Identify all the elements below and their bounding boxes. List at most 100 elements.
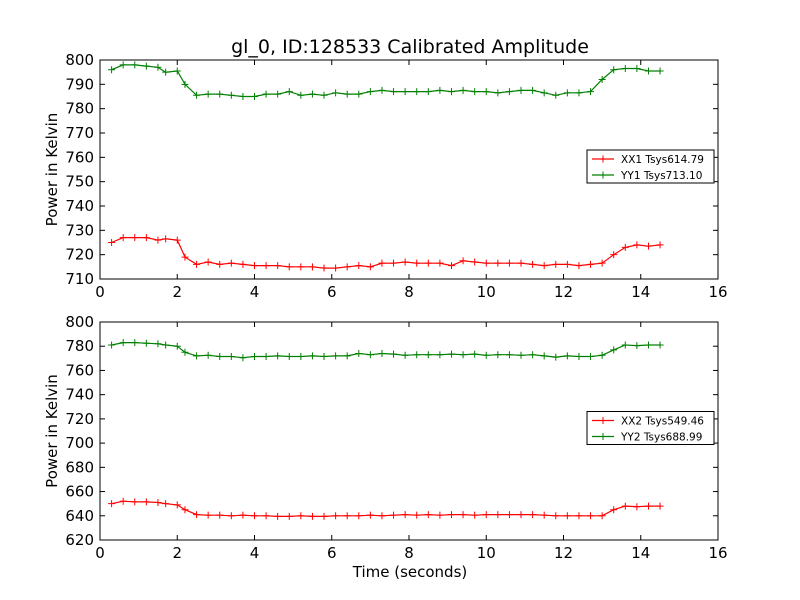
plot1-series-2-point	[413, 88, 421, 96]
plot1-series-1-point	[204, 258, 212, 266]
plot1-legend-label-1: XX1 Tsys614.79	[621, 154, 704, 166]
plot2-series-1-point	[320, 512, 328, 520]
plot2-ytick-label: 680	[65, 458, 94, 476]
plot1-series-1-point	[424, 259, 432, 267]
plot2-y-axis-label: Power in Kelvin	[43, 374, 61, 488]
plot1-series-1-point	[142, 234, 150, 242]
plot1-series-1-point	[378, 259, 386, 267]
plot1-series-1-point	[332, 264, 340, 272]
plot1-series-1-point	[154, 236, 162, 244]
plot2-series-2-point	[366, 351, 374, 359]
plot1-series-1-point	[587, 260, 595, 268]
plot1-xtick-label: 14	[631, 283, 650, 301]
plot1-series-1-point	[216, 260, 224, 268]
plot1-series-1-point	[401, 258, 409, 266]
plot1-series-2-point	[173, 67, 181, 75]
plot1-series-1-point	[193, 260, 201, 268]
plot1-series-2-point	[575, 89, 583, 97]
plot1-ytick-label: 780	[65, 100, 94, 118]
plot2-series-1-point	[332, 512, 340, 520]
plot2: 0 2 4 6 8 10 12 14 16 620 640 660 680 700 720 740 760 780…	[43, 313, 728, 562]
plot2-ytick-label: 620	[65, 531, 94, 549]
plot1-series-1-point	[413, 259, 421, 267]
plot1-series-2-point	[471, 88, 479, 96]
plot2-series-2-point	[413, 351, 421, 359]
plot1-series-1-point	[633, 241, 641, 249]
plot2-legend-label-2: YY2 Tsys688.99	[620, 432, 702, 444]
plot2-legend-label-1: XX2 Tsys549.46	[621, 416, 704, 428]
plot1-series-2-point	[262, 90, 270, 98]
plot2-series-1-point	[154, 498, 162, 506]
plot2-xtick-label: 10	[477, 544, 496, 562]
plot2-legend-marker-2	[599, 433, 607, 440]
plot2-series-2-point	[447, 350, 455, 358]
plot2-series-2-point	[540, 352, 548, 360]
plot2-series-2-point	[154, 340, 162, 348]
plot1-series-2-point	[563, 89, 571, 97]
plot2-series-1-point	[285, 512, 293, 520]
plot2-series-2-point	[131, 339, 139, 347]
plot1-series-1-point	[517, 259, 525, 267]
plot2-series-1-point	[610, 506, 618, 514]
plot2-series-1-point	[552, 512, 560, 520]
plot2-series-2-point	[529, 351, 537, 359]
plot2-series-2-point	[552, 353, 560, 361]
plot2-series-2-point	[575, 353, 583, 361]
plot2-series-1-point	[447, 511, 455, 519]
plot2-series-2-point	[204, 351, 212, 359]
plot1-ytick-label: 730	[65, 221, 94, 239]
plot1-series-1-point	[119, 234, 127, 242]
plot2-series-2-point	[262, 353, 270, 361]
plot1-legend-box	[586, 149, 715, 184]
plot1-series-2-point	[142, 62, 150, 70]
plot2-series-2-point	[173, 342, 181, 350]
plot2-series-1-point	[482, 511, 490, 519]
plot2-xtick-label: 2	[172, 544, 182, 562]
plot2-series-1-point	[494, 511, 502, 519]
plot2-xtick-label: 6	[327, 544, 337, 562]
plot1-series-2-point	[181, 80, 189, 88]
plot2-series-2-point	[181, 348, 189, 356]
plot2-series-2-point	[610, 346, 618, 354]
plot2-series-2-point	[355, 349, 363, 357]
plot2-xtick-label: 12	[554, 544, 573, 562]
plot2-series-2-point	[227, 353, 235, 361]
plot1-series-1-point	[563, 260, 571, 268]
plot2-series-2-point	[274, 352, 282, 360]
plot2-xtick-label: 14	[631, 544, 650, 562]
plot1-legend-label-2: YY1 Tsys713.10	[620, 170, 702, 182]
plot2-series-1-point	[424, 511, 432, 519]
plot2-series-1-point	[378, 512, 386, 520]
plot1-series-1-point	[274, 262, 282, 270]
plot1-series-1-point	[505, 259, 513, 267]
plot2-ytick-label: 700	[65, 434, 94, 452]
plot2-series-1-point	[390, 511, 398, 519]
plot2-series-1-point	[343, 512, 351, 520]
plot1-series-2-point	[378, 86, 386, 94]
plot2-series-2-point	[239, 354, 247, 362]
plot1-series-2-point	[494, 89, 502, 97]
plot1-xtick-label: 16	[708, 283, 727, 301]
plot1-series-2-point	[239, 93, 247, 100]
plot1-series-1-point	[471, 258, 479, 266]
plot1-series-1-point	[308, 263, 316, 271]
plot1-series-1-point	[131, 234, 139, 242]
plot1: 0 2 4 6 8 10 12 14 16 710 720 730 740 750 760 770 780 790…	[43, 51, 728, 301]
plot2-series-1-point	[251, 512, 258, 520]
plot2-series-2-point	[378, 349, 386, 357]
plot1-ytick-label: 760	[65, 148, 94, 166]
plot1-ytick-label: 740	[65, 197, 94, 215]
plot1-series-1-point	[251, 262, 258, 270]
plot2-legend: XX2 Tsys549.46 YY2 Tsys688.99	[586, 411, 715, 445]
plot2-series-2-point	[563, 352, 571, 360]
plot1-series-2-point	[216, 90, 224, 98]
plot2-series-2-point	[332, 352, 340, 360]
plot1-series-2-point	[193, 91, 201, 99]
plot1-series-1-point	[262, 262, 270, 270]
plot2-ytick-label: 720	[65, 410, 94, 428]
plot1-series-2-point	[621, 65, 629, 73]
plot1-ytick-label: 800	[65, 51, 94, 69]
plot1-series-2-point	[505, 88, 513, 96]
plot2-series-2-point	[621, 341, 629, 349]
